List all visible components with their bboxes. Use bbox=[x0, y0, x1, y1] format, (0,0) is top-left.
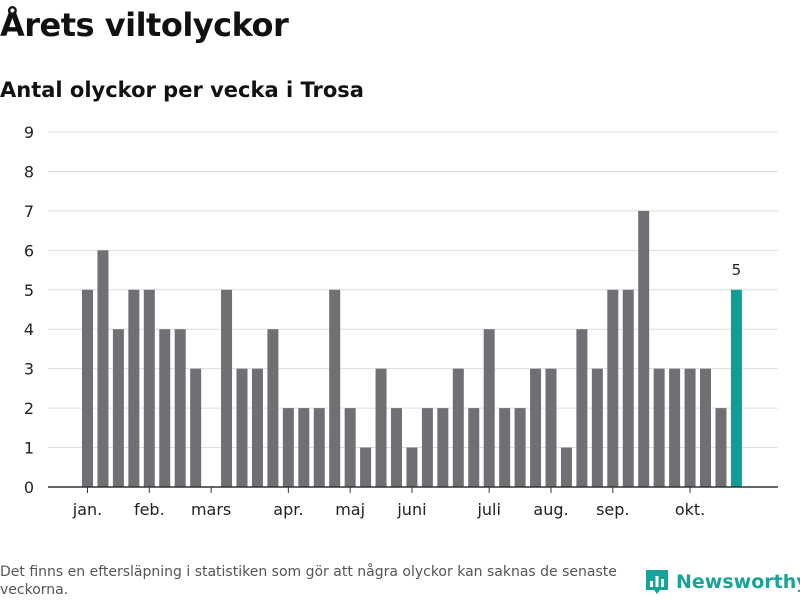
bar-week-18 bbox=[344, 408, 356, 487]
x-axis-ticks: jan. feb. mars apr. maj juni juli aug. sep. okt. bbox=[72, 487, 705, 519]
y-tick-label-7: 7 bbox=[24, 202, 34, 221]
bar-week-43 bbox=[730, 289, 742, 487]
bar-week-25 bbox=[452, 368, 464, 487]
y-axis-ticks: 0 1 2 3 4 5 6 7 8 9 bbox=[24, 123, 34, 497]
x-tick-label-jan.: jan. bbox=[72, 500, 102, 519]
y-tick-label-0: 0 bbox=[24, 478, 34, 497]
brand-name: Newsworthy bbox=[676, 571, 800, 593]
bar-week-5 bbox=[143, 289, 155, 487]
bar-week-17 bbox=[329, 289, 341, 487]
bar-week-12 bbox=[251, 368, 263, 487]
bar-week-27 bbox=[483, 329, 495, 487]
bar-week-29 bbox=[514, 408, 526, 487]
bar-week-41 bbox=[700, 368, 711, 487]
bar-week-2 bbox=[97, 250, 109, 487]
x-tick-label-sep.: sep. bbox=[596, 500, 629, 519]
x-tick-label-feb.: feb. bbox=[134, 500, 165, 519]
bar-week-6 bbox=[159, 329, 171, 487]
x-tick-label-okt.: okt. bbox=[675, 500, 705, 519]
y-tick-label-5: 5 bbox=[24, 281, 34, 300]
data-labels: 5 bbox=[732, 261, 742, 279]
chart-subtitle: Antal olyckor per vecka i Trosa bbox=[0, 78, 364, 102]
bar-week-16 bbox=[313, 408, 325, 487]
bar-week-33 bbox=[576, 329, 588, 487]
bar-chart-logo-icon bbox=[646, 570, 668, 594]
bar-week-40 bbox=[684, 368, 696, 487]
bar-week-24 bbox=[437, 408, 449, 487]
bar-week-31 bbox=[545, 368, 557, 487]
bar-week-26 bbox=[468, 408, 480, 487]
x-tick-label-maj: maj bbox=[335, 500, 365, 519]
y-tick-label-2: 2 bbox=[24, 399, 34, 418]
footnote: Det finns en eftersläpning i statistiken… bbox=[0, 564, 617, 598]
bar-week-23 bbox=[421, 408, 433, 487]
bar-week-4 bbox=[128, 289, 140, 487]
bar-week-14 bbox=[282, 408, 294, 487]
y-tick-label-6: 6 bbox=[24, 241, 34, 260]
bar-week-42 bbox=[715, 408, 727, 487]
x-tick-label-apr.: apr. bbox=[273, 500, 303, 519]
bar-week-8 bbox=[190, 368, 202, 487]
bar-week-11 bbox=[236, 368, 248, 487]
bar-week-30 bbox=[530, 368, 542, 487]
bar-week-15 bbox=[298, 408, 310, 487]
y-tick-label-1: 1 bbox=[24, 439, 34, 458]
x-tick-label-juli: juli bbox=[476, 500, 500, 519]
bar-week-38 bbox=[653, 368, 665, 487]
bar-week-39 bbox=[669, 368, 681, 487]
bar-week-21 bbox=[391, 408, 402, 487]
bar-week-36 bbox=[622, 289, 634, 487]
y-tick-label-4: 4 bbox=[24, 320, 34, 339]
bar-week-19 bbox=[360, 447, 372, 487]
y-tick-label-9: 9 bbox=[24, 123, 34, 142]
bar-week-22 bbox=[406, 447, 418, 487]
x-tick-label-mars: mars bbox=[191, 500, 231, 519]
gridlines bbox=[48, 131, 778, 449]
bar-week-13 bbox=[267, 329, 279, 487]
y-tick-label-3: 3 bbox=[24, 360, 34, 379]
x-tick-label-aug.: aug. bbox=[533, 500, 568, 519]
newsworthy-logo: Newsworthy bbox=[644, 568, 800, 596]
bar-week-3 bbox=[112, 329, 124, 487]
x-tick-label-juni: juni bbox=[396, 500, 426, 519]
bar-week-34 bbox=[591, 368, 603, 487]
bar-week-28 bbox=[499, 408, 511, 487]
bar-week-10 bbox=[221, 289, 233, 487]
bars bbox=[82, 210, 742, 487]
bar-week-1 bbox=[82, 289, 93, 487]
bar-chart: 0 1 2 3 4 5 6 7 8 9 jan. feb. mars apr. maj juni juli au… bbox=[24, 123, 778, 519]
bar-week-20 bbox=[375, 368, 387, 487]
bar-week-35 bbox=[607, 289, 619, 487]
bar-week-7 bbox=[174, 329, 186, 487]
bar-week-37 bbox=[638, 210, 650, 487]
data-label-last-week: 5 bbox=[732, 261, 742, 279]
y-tick-label-8: 8 bbox=[24, 162, 34, 181]
chart-title: Årets viltolyckor bbox=[0, 6, 289, 44]
bar-week-32 bbox=[560, 447, 572, 487]
